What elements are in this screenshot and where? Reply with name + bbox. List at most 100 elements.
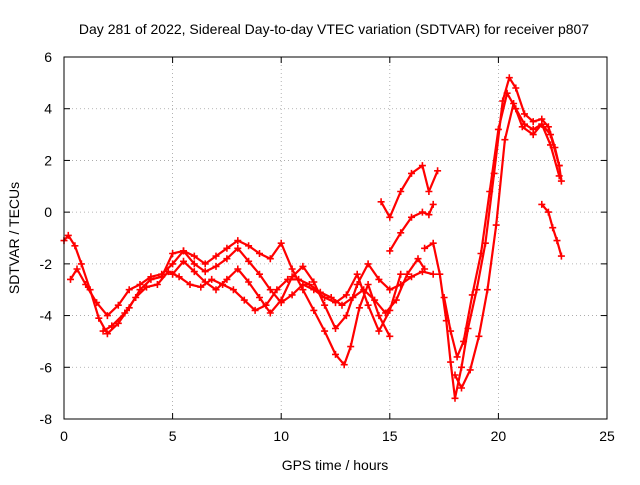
data-point bbox=[143, 283, 150, 291]
y-tick-label: 0 bbox=[44, 204, 52, 220]
y-axis-label: SDTVAR / TECUs bbox=[6, 182, 22, 294]
data-point bbox=[386, 213, 394, 221]
data-point bbox=[153, 281, 161, 288]
data-point bbox=[245, 257, 253, 265]
data-point bbox=[518, 123, 526, 131]
data-point bbox=[557, 177, 565, 185]
data-point bbox=[234, 265, 242, 273]
data-point bbox=[169, 260, 177, 268]
axis-ticks: 0 5 10 15 20 25 -8 -6 -4 -2 0 2 4 6 bbox=[40, 49, 615, 444]
data-point bbox=[521, 110, 528, 118]
data-point bbox=[67, 275, 74, 283]
data-point bbox=[418, 208, 426, 216]
data-point bbox=[332, 350, 339, 358]
data-point bbox=[460, 337, 468, 345]
series-trace bbox=[388, 203, 435, 252]
data-point bbox=[475, 332, 483, 340]
data-point bbox=[364, 260, 372, 268]
data-point bbox=[503, 89, 511, 97]
data-point bbox=[245, 242, 253, 250]
series-track-7 bbox=[421, 74, 565, 402]
data-point bbox=[547, 131, 554, 139]
data-point bbox=[360, 286, 368, 294]
series-trace bbox=[453, 102, 561, 390]
data-point bbox=[223, 255, 231, 263]
data-point bbox=[553, 237, 561, 245]
data-point bbox=[468, 291, 476, 299]
data-point bbox=[418, 268, 426, 276]
y-tick-label: 6 bbox=[44, 49, 52, 65]
series-trace bbox=[102, 257, 426, 333]
data-point bbox=[494, 125, 502, 133]
series-track-2 bbox=[67, 244, 405, 335]
data-point bbox=[147, 273, 155, 281]
data-point bbox=[353, 270, 361, 278]
data-point bbox=[408, 169, 415, 177]
series-track-8 bbox=[440, 89, 563, 361]
data-point bbox=[421, 244, 429, 252]
data-point bbox=[340, 361, 348, 369]
data-point bbox=[332, 325, 339, 332]
data-point bbox=[538, 200, 546, 208]
grid bbox=[64, 57, 607, 419]
data-point bbox=[549, 224, 557, 232]
data-point bbox=[93, 299, 101, 307]
data-point bbox=[251, 306, 259, 314]
series-track-9 bbox=[451, 100, 563, 392]
data-point bbox=[125, 286, 133, 294]
data-point bbox=[190, 260, 198, 268]
data-point bbox=[273, 286, 281, 294]
data-point bbox=[223, 244, 231, 252]
data-point bbox=[256, 250, 263, 257]
data-point bbox=[175, 273, 183, 281]
data-point bbox=[403, 270, 411, 278]
data-point bbox=[212, 262, 220, 270]
data-point bbox=[82, 281, 90, 288]
data-point bbox=[169, 270, 177, 278]
data-point bbox=[440, 294, 448, 301]
data-point bbox=[386, 247, 394, 255]
series-trace bbox=[69, 247, 402, 333]
data-point bbox=[240, 296, 248, 304]
data-point bbox=[108, 322, 116, 330]
data-point bbox=[212, 286, 220, 294]
data-point bbox=[201, 278, 209, 286]
data-point bbox=[201, 268, 209, 276]
series-track-3 bbox=[99, 255, 429, 335]
data-point bbox=[392, 296, 400, 304]
data-point bbox=[190, 252, 198, 260]
data-point bbox=[77, 260, 85, 268]
data-point bbox=[180, 247, 187, 255]
data-point bbox=[288, 273, 296, 281]
data-point bbox=[429, 200, 437, 208]
data-point bbox=[229, 286, 237, 294]
data-point bbox=[364, 281, 372, 288]
data-point bbox=[266, 255, 274, 263]
data-series-group bbox=[60, 74, 565, 402]
series-trace bbox=[443, 92, 561, 358]
data-point bbox=[256, 270, 263, 278]
data-point bbox=[321, 327, 329, 335]
y-tick-label: -2 bbox=[40, 256, 53, 272]
data-point bbox=[397, 281, 405, 288]
data-point bbox=[397, 188, 405, 195]
x-tick-label: 5 bbox=[169, 428, 177, 444]
data-point bbox=[375, 275, 383, 283]
data-point bbox=[114, 301, 122, 309]
data-point bbox=[266, 286, 274, 294]
data-point bbox=[377, 198, 385, 206]
chart-title: Day 281 of 2022, Sidereal Day-to-day VTE… bbox=[79, 21, 589, 37]
data-point bbox=[342, 291, 350, 299]
data-point bbox=[169, 250, 177, 257]
data-point bbox=[414, 255, 422, 263]
y-tick-label: -6 bbox=[40, 359, 53, 375]
data-point bbox=[512, 84, 520, 92]
data-point bbox=[510, 100, 518, 107]
data-point bbox=[266, 309, 274, 317]
data-point bbox=[544, 208, 552, 216]
data-point bbox=[299, 262, 307, 270]
data-point bbox=[288, 265, 296, 273]
data-point bbox=[555, 172, 563, 180]
series-track-4 bbox=[169, 257, 437, 332]
y-tick-label: 2 bbox=[44, 152, 52, 168]
